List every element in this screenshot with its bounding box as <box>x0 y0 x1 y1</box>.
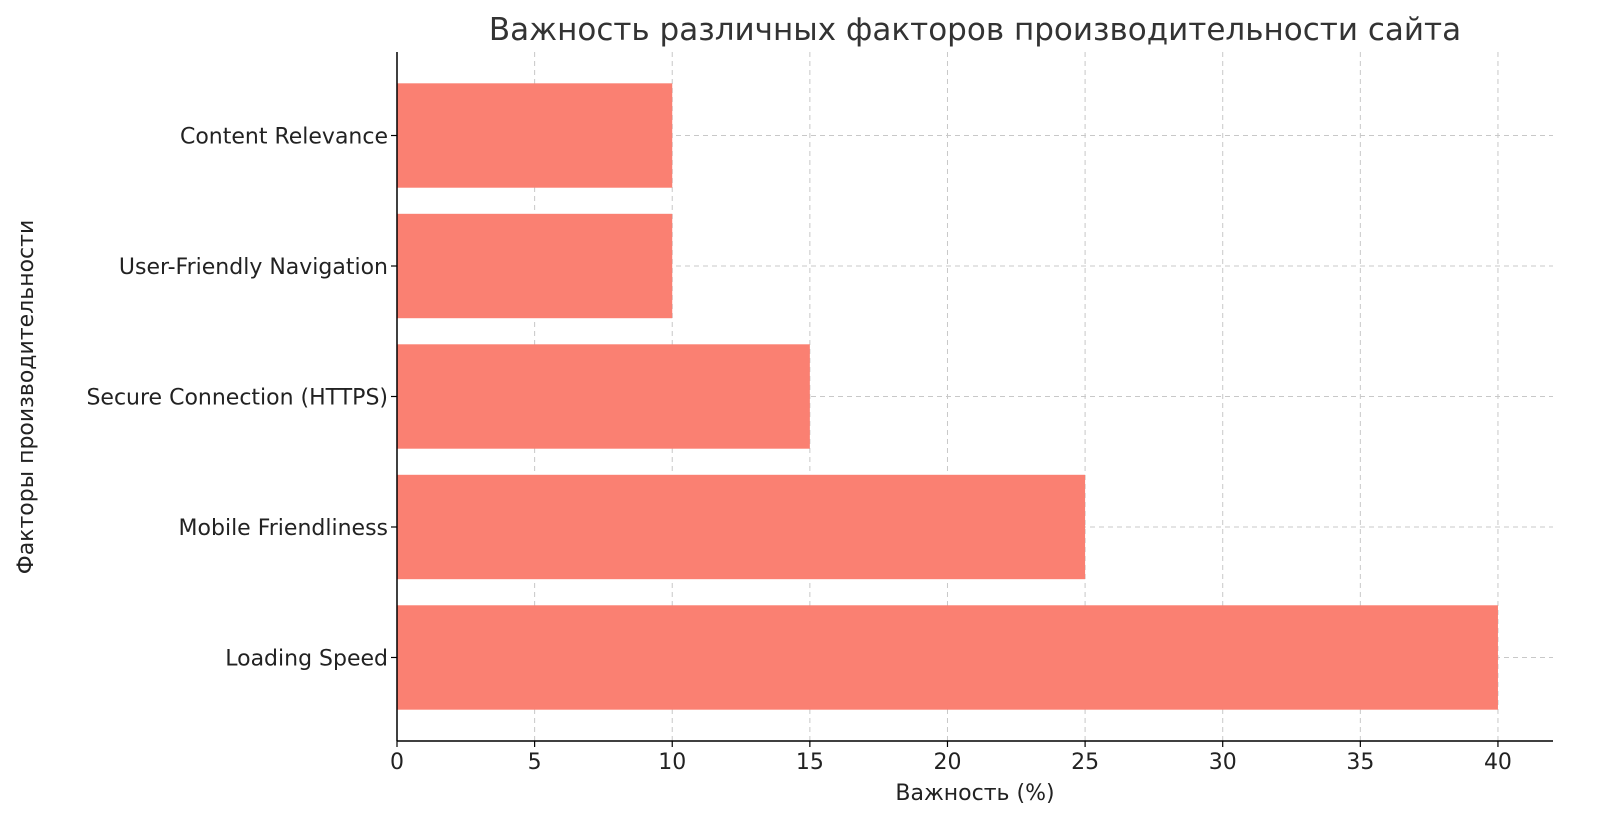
bars <box>397 83 1498 710</box>
y-axis-label: Факторы производительности <box>14 220 39 574</box>
x-tick-label: 5 <box>528 750 542 775</box>
x-tick-label: 10 <box>658 750 686 775</box>
x-tick-label: 20 <box>933 750 961 775</box>
x-tick-label: 15 <box>796 750 824 775</box>
x-tick-label: 40 <box>1484 750 1512 775</box>
ticks: 0 5 10 15 20 25 30 35 40 Loading Speed Mobile Frie… <box>86 125 1511 775</box>
y-tick-label: Content Relevance <box>180 125 388 150</box>
x-tick-label: 0 <box>390 750 404 775</box>
y-tick-label: User-Friendly Navigation <box>119 255 388 280</box>
x-tick-label: 30 <box>1209 750 1237 775</box>
bar <box>397 344 810 449</box>
y-tick-label: Loading Speed <box>225 646 388 671</box>
y-tick-label: Secure Connection (HTTPS) <box>86 386 388 411</box>
x-tick-label: 35 <box>1346 750 1374 775</box>
bar <box>397 605 1498 710</box>
bar <box>397 83 673 188</box>
bar <box>397 474 1086 580</box>
x-tick-label: 25 <box>1071 750 1099 775</box>
y-tick-label: Mobile Friendliness <box>179 516 388 541</box>
x-axis-label: Важность (%) <box>895 781 1054 806</box>
bar <box>397 213 673 319</box>
chart-title: Важность различных факторов производител… <box>489 12 1461 48</box>
